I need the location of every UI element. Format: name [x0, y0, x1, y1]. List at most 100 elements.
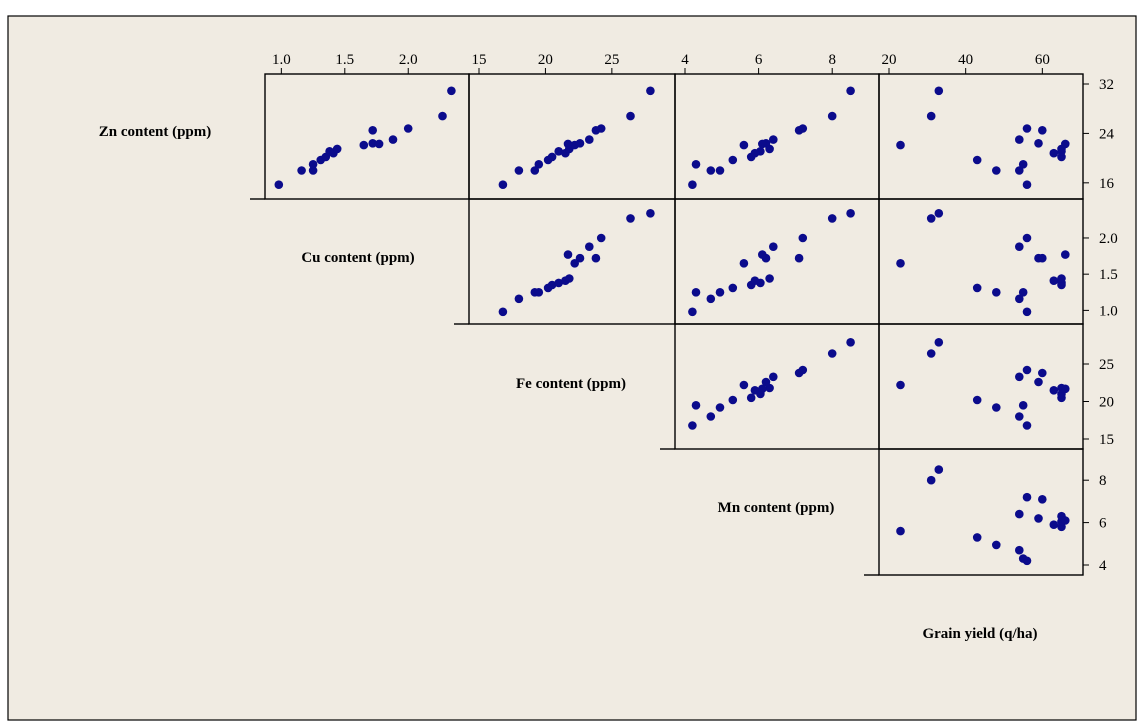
data-point: [715, 166, 725, 175]
points-layer: [274, 86, 1070, 566]
data-point: [1015, 545, 1024, 555]
data-point: [1061, 139, 1070, 149]
data-point: [761, 377, 771, 387]
data-point: [691, 288, 701, 297]
data-point: [688, 180, 697, 189]
data-point: [1034, 514, 1043, 523]
data-point: [926, 349, 936, 358]
data-point: [846, 86, 855, 96]
top-tick-label-fe: 20: [538, 52, 553, 68]
data-point: [896, 259, 905, 268]
data-point: [896, 380, 905, 390]
data-point: [514, 294, 524, 304]
data-point: [308, 160, 318, 169]
data-point: [972, 395, 982, 405]
data-point: [715, 403, 725, 412]
data-point: [1049, 276, 1059, 286]
data-point: [570, 259, 579, 268]
data-point: [565, 274, 574, 283]
top-tick-label-cu: 1.0: [272, 52, 291, 68]
data-point: [646, 86, 655, 96]
data-point: [1022, 492, 1032, 502]
data-point: [746, 393, 756, 403]
data-point: [554, 147, 563, 156]
data-point: [585, 242, 594, 251]
data-point: [1038, 495, 1047, 504]
axes-layer: 1.0 1.5 2.0 15 20 25 4 6 8 20 40 60 16 24 32 1.0 1.5 2.0 1…: [272, 52, 1118, 574]
top-tick-label-fe: 25: [604, 52, 619, 68]
right-tick-label-fe: 20: [1099, 395, 1114, 411]
variable-label-mn: Mn content (ppm): [718, 500, 835, 516]
top-tick-label-cu: 1.5: [335, 52, 354, 68]
data-point: [972, 533, 982, 542]
data-point: [1018, 554, 1028, 563]
data-point: [1018, 160, 1028, 169]
data-point: [739, 140, 749, 150]
data-point: [992, 540, 1001, 550]
data-point: [896, 526, 905, 536]
data-point: [739, 259, 749, 268]
data-point: [498, 307, 508, 317]
data-point: [846, 209, 855, 218]
data-point: [1022, 180, 1032, 189]
data-point: [626, 214, 635, 223]
data-point: [750, 386, 760, 395]
data-point: [646, 209, 655, 218]
data-point: [798, 124, 808, 133]
data-point: [1015, 166, 1024, 175]
data-point: [530, 166, 540, 175]
data-point: [934, 338, 944, 347]
top-tick-label-cu: 2.0: [399, 52, 418, 68]
data-point: [447, 86, 456, 96]
data-point: [585, 135, 594, 144]
data-point: [1049, 148, 1059, 158]
top-tick-label-mn: 6: [755, 52, 763, 68]
variable-label-gy: Grain yield (q/ha): [922, 626, 1037, 642]
data-point: [1015, 372, 1024, 382]
data-point: [1018, 288, 1028, 297]
data-point: [706, 294, 716, 304]
data-point: [706, 412, 716, 421]
top-tick-label-gy: 40: [958, 52, 973, 68]
data-point: [514, 166, 524, 175]
panels-layer: [250, 73, 1084, 576]
data-point: [1022, 421, 1032, 430]
variable-label-zn: Zn content (ppm): [99, 124, 212, 140]
data-point: [438, 111, 447, 121]
right-tick-label-mn: 6: [1099, 516, 1107, 532]
data-point: [758, 250, 767, 259]
data-point: [1018, 401, 1028, 410]
data-point: [769, 242, 778, 251]
right-tick-label-cu: 2.0: [1099, 231, 1118, 247]
data-point: [794, 253, 804, 263]
data-point: [972, 283, 982, 293]
data-point: [1015, 135, 1024, 144]
data-point: [934, 465, 944, 474]
data-point: [765, 274, 774, 283]
data-point: [308, 166, 318, 175]
data-point: [563, 250, 573, 259]
data-point: [728, 283, 738, 293]
data-point: [728, 395, 738, 405]
data-point: [368, 139, 378, 148]
data-point: [798, 365, 808, 375]
variable-label-fe: Fe content (ppm): [516, 376, 626, 392]
data-point: [827, 214, 837, 223]
data-point: [575, 139, 585, 148]
top-tick-label-mn: 8: [828, 52, 836, 68]
data-point: [715, 288, 725, 297]
data-point: [1061, 384, 1070, 394]
data-point: [374, 139, 384, 149]
data-point: [1038, 126, 1047, 135]
data-point: [934, 209, 944, 218]
data-point: [1049, 520, 1059, 529]
data-point: [926, 111, 936, 121]
data-point: [534, 160, 544, 169]
data-point: [691, 401, 701, 410]
right-tick-label-zn: 16: [1099, 176, 1115, 192]
data-point: [1022, 124, 1032, 133]
data-point: [1038, 368, 1047, 378]
data-point: [827, 111, 837, 121]
